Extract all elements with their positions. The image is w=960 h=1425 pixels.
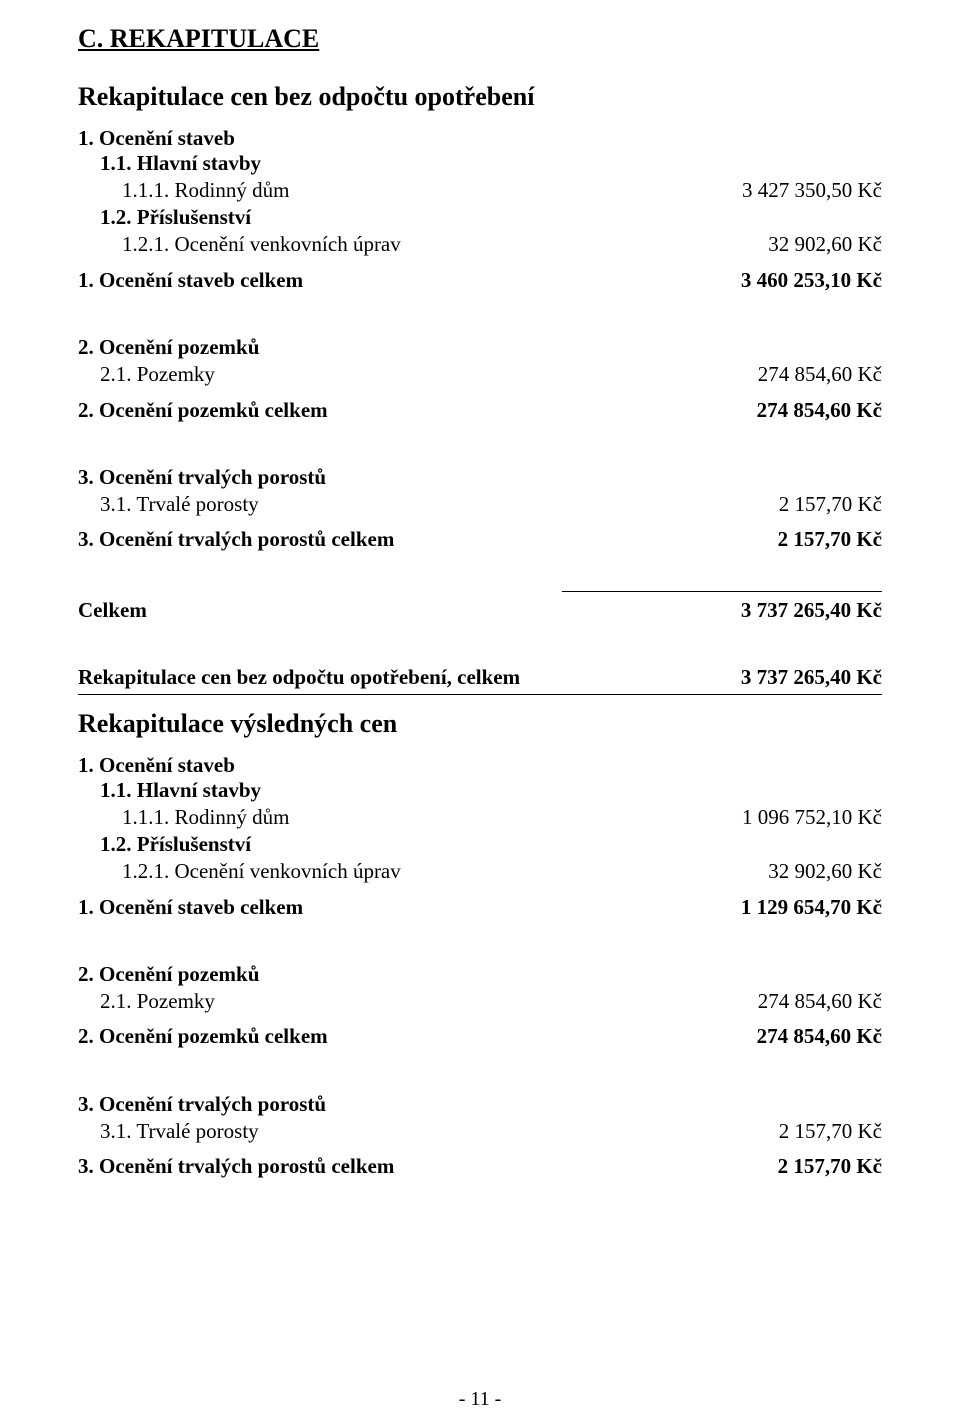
row-121-value: 32 902,60 Kč <box>768 230 882 259</box>
row-121-label: 1.2.1. Ocenění venkovních úprav <box>122 230 401 259</box>
group1-total-value: 3 460 253,10 Kč <box>741 266 882 295</box>
group3-title: 3. Ocenění trvalých porostů <box>78 465 882 490</box>
grand-total-box: 3 737 265,40 Kč <box>562 591 882 623</box>
recap-final-heading: Rekapitulace výsledných cen <box>78 709 882 739</box>
r2-row-121-value: 32 902,60 Kč <box>768 857 882 886</box>
grand-total-row: Celkem 3 737 265,40 Kč <box>78 591 882 623</box>
r2-group2-title: 2. Ocenění pozemků <box>78 962 882 987</box>
r2-group3-total-value: 2 157,70 Kč <box>778 1152 882 1181</box>
group1-sub2: 1.2. Příslušenství <box>78 205 882 230</box>
summary-label: Rekapitulace cen bez odpočtu opotřebení,… <box>78 665 520 690</box>
group3-total-label: 3. Ocenění trvalých porostů celkem <box>78 525 394 554</box>
group1-total-label: 1. Ocenění staveb celkem <box>78 266 303 295</box>
section-heading: C. REKAPITULACE <box>78 24 882 54</box>
row-21: 2.1. Pozemky 274 854,60 Kč <box>78 360 882 389</box>
recap2-group2: 2. Ocenění pozemků 2.1. Pozemky 274 854,… <box>78 962 882 1052</box>
group1-sub1: 1.1. Hlavní stavby <box>78 151 882 176</box>
recap1-group3: 3. Ocenění trvalých porostů 3.1. Trvalé … <box>78 465 882 555</box>
r2-row-21: 2.1. Pozemky 274 854,60 Kč <box>78 987 882 1016</box>
r2-group1-title: 1. Ocenění staveb <box>78 753 882 778</box>
r2-group2-total-value: 274 854,60 Kč <box>757 1022 882 1051</box>
group2-total-label: 2. Ocenění pozemků celkem <box>78 396 328 425</box>
group1-total: 1. Ocenění staveb celkem 3 460 253,10 Kč <box>78 266 882 295</box>
recap2-group3: 3. Ocenění trvalých porostů 3.1. Trvalé … <box>78 1092 882 1182</box>
r2-group1-sub2: 1.2. Příslušenství <box>78 832 882 857</box>
row-121: 1.2.1. Ocenění venkovních úprav 32 902,6… <box>78 230 882 259</box>
grand-total-value: 3 737 265,40 Kč <box>741 598 882 622</box>
r2-row-31: 3.1. Trvalé porosty 2 157,70 Kč <box>78 1117 882 1146</box>
row-31: 3.1. Trvalé porosty 2 157,70 Kč <box>78 490 882 519</box>
row-21-label: 2.1. Pozemky <box>100 360 215 389</box>
group3-total: 3. Ocenění trvalých porostů celkem 2 157… <box>78 525 882 554</box>
recap1-group1: 1. Ocenění staveb 1.1. Hlavní stavby 1.1… <box>78 126 882 295</box>
row-21-value: 274 854,60 Kč <box>758 360 882 389</box>
page: C. REKAPITULACE Rekapitulace cen bez odp… <box>0 0 960 1425</box>
grand-total-label: Celkem <box>78 598 147 623</box>
recap2-group1: 1. Ocenění staveb 1.1. Hlavní stavby 1.1… <box>78 753 882 922</box>
r2-group2-total-label: 2. Ocenění pozemků celkem <box>78 1022 328 1051</box>
r2-group1-total-value: 1 129 654,70 Kč <box>741 893 882 922</box>
recap-no-wear-heading: Rekapitulace cen bez odpočtu opotřebení <box>78 82 882 112</box>
r2-group3-total: 3. Ocenění trvalých porostů celkem 2 157… <box>78 1152 882 1181</box>
r2-row-111-label: 1.1.1. Rodinný dům <box>122 803 289 832</box>
row-111-label: 1.1.1. Rodinný dům <box>122 176 289 205</box>
group2-total: 2. Ocenění pozemků celkem 274 854,60 Kč <box>78 396 882 425</box>
r2-group1-sub1: 1.1. Hlavní stavby <box>78 778 882 803</box>
group2-total-value: 274 854,60 Kč <box>757 396 882 425</box>
summary-row: Rekapitulace cen bez odpočtu opotřebení,… <box>78 665 882 695</box>
page-number: - 11 - <box>0 1388 960 1411</box>
row-31-label: 3.1. Trvalé porosty <box>100 490 259 519</box>
summary-value: 3 737 265,40 Kč <box>741 665 882 690</box>
row-111: 1.1.1. Rodinný dům 3 427 350,50 Kč <box>78 176 882 205</box>
r2-row-31-value: 2 157,70 Kč <box>779 1117 882 1146</box>
row-111-value: 3 427 350,50 Kč <box>742 176 882 205</box>
r2-row-121-label: 1.2.1. Ocenění venkovních úprav <box>122 857 401 886</box>
row-31-value: 2 157,70 Kč <box>779 490 882 519</box>
r2-group3-title: 3. Ocenění trvalých porostů <box>78 1092 882 1117</box>
r2-row-111: 1.1.1. Rodinný dům 1 096 752,10 Kč <box>78 803 882 832</box>
r2-group2-total: 2. Ocenění pozemků celkem 274 854,60 Kč <box>78 1022 882 1051</box>
r2-group3-total-label: 3. Ocenění trvalých porostů celkem <box>78 1152 394 1181</box>
group1-title: 1. Ocenění staveb <box>78 126 882 151</box>
r2-row-121: 1.2.1. Ocenění venkovních úprav 32 902,6… <box>78 857 882 886</box>
group2-title: 2. Ocenění pozemků <box>78 335 882 360</box>
r2-group1-total: 1. Ocenění staveb celkem 1 129 654,70 Kč <box>78 893 882 922</box>
r2-row-21-label: 2.1. Pozemky <box>100 987 215 1016</box>
r2-row-111-value: 1 096 752,10 Kč <box>742 803 882 832</box>
r2-row-21-value: 274 854,60 Kč <box>758 987 882 1016</box>
r2-row-31-label: 3.1. Trvalé porosty <box>100 1117 259 1146</box>
group3-total-value: 2 157,70 Kč <box>778 525 882 554</box>
recap1-group2: 2. Ocenění pozemků 2.1. Pozemky 274 854,… <box>78 335 882 425</box>
r2-group1-total-label: 1. Ocenění staveb celkem <box>78 893 303 922</box>
